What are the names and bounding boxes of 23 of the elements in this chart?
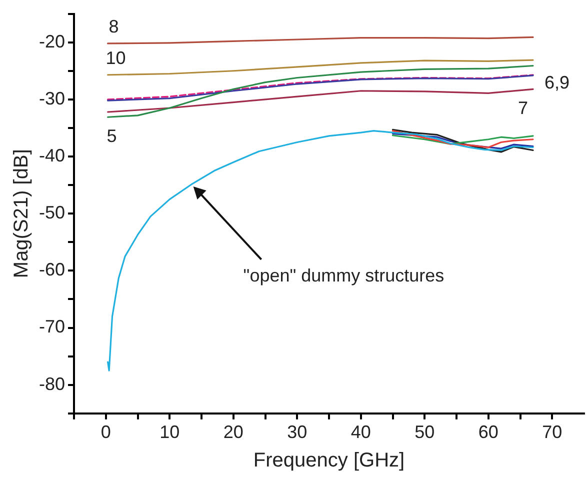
y-tick-label: -40 [39,145,66,166]
x-tick-label: 0 [100,422,111,442]
x-tick-label: 30 [287,422,308,442]
y-tick-label: -60 [39,260,66,280]
y-axis-title: Mag(S21) [dB] [10,149,33,278]
x-tick-label: 20 [223,422,244,442]
series-label: 8 [108,16,119,36]
series-label: 10 [106,48,126,68]
x-tick-label: 10 [160,422,180,442]
x-tick-label: 60 [478,422,498,442]
series-label: 6,9 [544,72,570,92]
x-tick-label: 40 [350,422,371,442]
annotation: "open" dummy structures [243,265,444,286]
x-tick-label: 50 [414,422,435,442]
x-axis-title: Frequency [GHz] [253,450,405,472]
x-tick-label: 70 [542,422,562,442]
y-tick-label: -30 [39,88,66,108]
y-tick-label: -80 [39,374,66,394]
series-label: 5 [106,126,117,146]
y-tick-label: -50 [39,202,66,223]
series-label: 7 [518,98,528,118]
y-tick-label: -70 [39,316,66,337]
y-tick-label: -20 [39,31,66,52]
